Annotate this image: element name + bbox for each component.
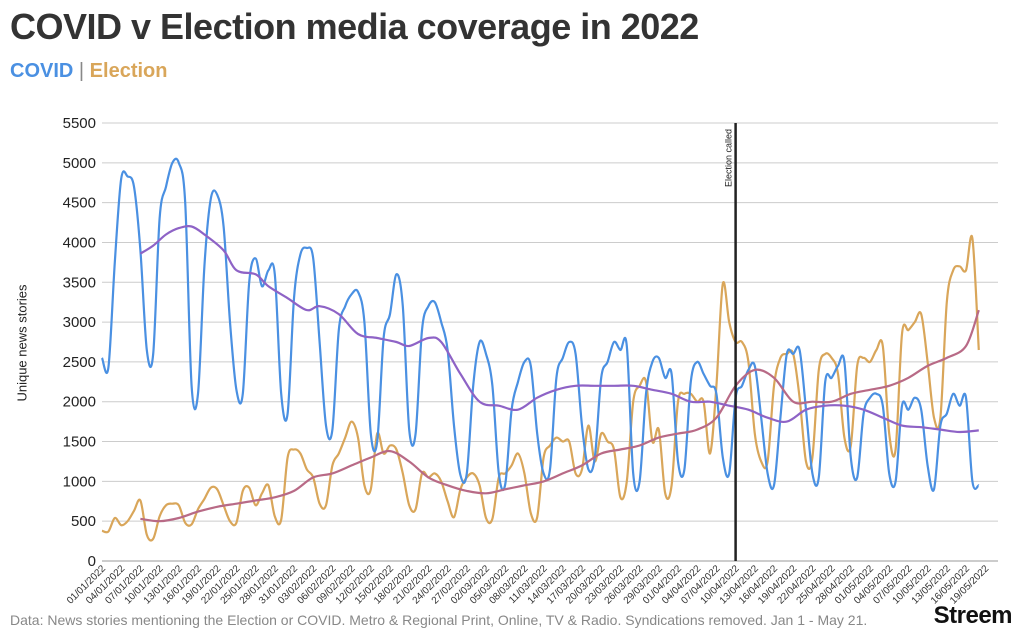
legend-separator: | — [78, 60, 85, 82]
x-axis-ticks: 01/01/202204/01/202207/01/202210/01/2022… — [65, 563, 992, 606]
y-tick-label: 2500 — [63, 354, 96, 371]
y-tick-label: 0 — [88, 553, 96, 570]
series-lines — [100, 157, 980, 542]
y-tick-label: 500 — [71, 513, 96, 530]
y-tick-label: 4000 — [63, 234, 96, 251]
y-tick-label: 2000 — [63, 394, 96, 411]
brand-logo: Streem — [933, 602, 1013, 629]
gridlines — [102, 122, 998, 562]
legend-election: Election — [89, 60, 168, 82]
election-trend-line — [140, 309, 980, 523]
legend-covid: COVID — [10, 60, 74, 82]
y-axis-label: Unique news stories — [14, 284, 30, 402]
legend: COVID | Election — [10, 60, 167, 83]
election-called-label: Election called — [724, 129, 734, 187]
annotations: Election called — [724, 123, 737, 561]
y-tick-label: 4500 — [63, 195, 96, 212]
y-axis-ticks: 0 500 1000 1500 2000 2500 3000 3500 4000 4500 5000… — [63, 115, 96, 570]
y-tick-label: 3500 — [63, 274, 96, 291]
y-tick-label: 1000 — [63, 473, 96, 490]
election-line — [101, 234, 980, 542]
y-tick-label: 1500 — [63, 434, 96, 451]
y-tick-label: 5000 — [63, 155, 96, 172]
y-tick-label: 5500 — [63, 115, 96, 132]
covid-trend-line — [139, 225, 979, 434]
covid-line — [100, 157, 980, 492]
y-tick-label: 3000 — [63, 314, 96, 331]
footer-note: Data: News stories mentioning the Electi… — [10, 612, 868, 628]
chart-title: COVID v Election media coverage in 2022 — [10, 6, 699, 47]
